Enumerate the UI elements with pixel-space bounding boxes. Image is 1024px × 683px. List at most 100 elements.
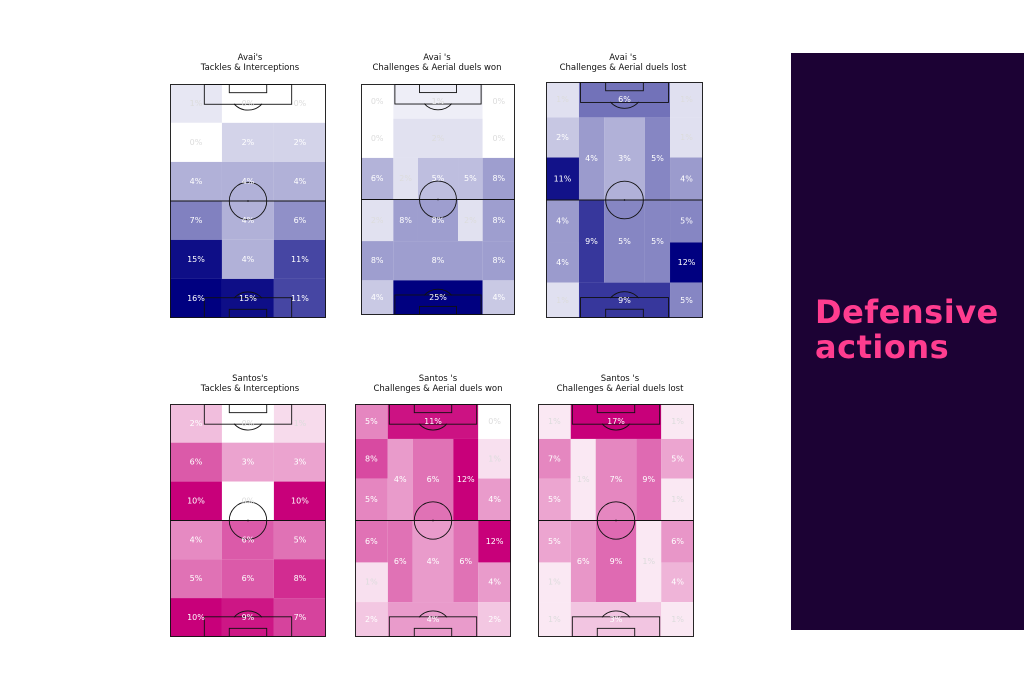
zone-label: 4% [242, 216, 255, 225]
zone-label: 15% [187, 255, 205, 264]
heatmap-zone [538, 438, 571, 479]
bottom-six-yard-box [605, 308, 644, 318]
heatmap-zone [570, 404, 662, 439]
zone-label: 5% [464, 174, 477, 183]
heatmap-zone [170, 278, 222, 318]
bottom-penalty-arc [610, 291, 639, 299]
zone-label: 6% [394, 557, 407, 566]
top-penalty-arc [610, 101, 639, 109]
heatmap-zones [538, 404, 694, 637]
zone-label: 10% [187, 497, 205, 506]
heatmap-zone [595, 438, 637, 521]
bottom-six-yard-box [413, 627, 453, 637]
pitch-heatmap: 1% 0% 0% 0% 2% 2% 4% 4% 4% 7% 4% 6% 15% 4% 11% 16% 15% 11… [170, 84, 326, 318]
heatmap-zone [361, 199, 394, 242]
heatmap-zone [412, 438, 454, 521]
heatmap-zone [546, 157, 579, 200]
chart-title-line1: Avai 's [609, 53, 637, 63]
chart-title-line2: Challenges & Aerial duels lost [559, 63, 687, 73]
zone-label: 8% [492, 256, 505, 265]
zone-label: 4% [492, 293, 505, 302]
heatmap-zone [482, 241, 515, 281]
zone-label: 1% [548, 578, 561, 587]
heatmap-zone [387, 438, 413, 521]
heatmap-zone [636, 520, 662, 603]
zone-label: 12% [486, 537, 504, 546]
zone-label: 0% [371, 134, 384, 143]
heatmap-zone [546, 282, 579, 318]
chart-title: Avai 's Challenges & Aerial duels won [322, 53, 552, 73]
heatmap-zone [393, 241, 483, 281]
zone-label: 0% [242, 99, 255, 108]
heatmap-zone [644, 117, 671, 200]
zone-label: 1% [190, 99, 203, 108]
heatmap-zone [538, 520, 571, 563]
zone-label: 2% [399, 174, 412, 183]
heatmap-zone [221, 404, 274, 443]
bottom-penalty-arc [233, 291, 263, 299]
zone-label: 4% [242, 177, 255, 186]
bottom-penalty-arc [418, 610, 448, 618]
zone-label: 5% [548, 495, 561, 504]
zone-label: 4% [394, 475, 407, 484]
chart-title-line2: Tackles & Interceptions [200, 63, 300, 73]
heatmap-zone [361, 118, 394, 158]
heatmap-zone [393, 199, 418, 242]
zone-label: 1% [365, 578, 378, 587]
zone-label: 15% [239, 294, 257, 303]
heatmap-zone [546, 200, 579, 243]
heatmap-zone [412, 520, 454, 603]
heatmap-zone [478, 520, 511, 563]
zone-label: 6% [294, 216, 307, 225]
zone-label: 5% [651, 237, 664, 246]
chart-title-line1: Santos's [232, 374, 268, 384]
heatmap-zone [482, 118, 515, 158]
zone-label: 1% [680, 133, 693, 142]
zone-label: 11% [554, 174, 572, 183]
center-spot [623, 199, 626, 201]
zone-label: 1% [432, 97, 445, 106]
heatmap-zone [578, 117, 605, 200]
zone-label: 8% [294, 574, 307, 583]
zone-label: 1% [556, 296, 569, 305]
heatmap-zone [661, 520, 694, 563]
heatmap-zone [170, 239, 222, 279]
center-spot [247, 519, 249, 522]
zone-label: 0% [242, 497, 255, 506]
zone-label: 17% [607, 417, 625, 426]
heatmap-zone [273, 278, 326, 318]
zone-label: 1% [488, 454, 501, 463]
heatmap-zone [355, 438, 388, 479]
zone-label: 6% [618, 95, 631, 104]
heatmap-zone [670, 82, 703, 118]
heatmap-zone [538, 478, 571, 521]
chart-title-line2: Challenges & Aerial duels lost [556, 384, 684, 394]
heatmap-zone [417, 199, 459, 242]
panel-title-line1: Defensive [815, 293, 999, 331]
zone-label: 1% [671, 615, 684, 624]
heatmap-zone [538, 404, 571, 439]
heatmap-zone [670, 157, 703, 200]
heatmap-zone [361, 157, 394, 200]
zone-label: 11% [291, 255, 309, 264]
chart-title: Santos's Tackles & Interceptions [135, 374, 365, 394]
heatmap-zone [538, 562, 571, 603]
heatmap-zone [393, 280, 483, 315]
zone-label: 9% [618, 296, 631, 305]
heatmap-zone [670, 282, 703, 318]
heatmap-zone [273, 598, 326, 637]
zone-label: 9% [242, 613, 255, 622]
zone-label: 3% [242, 458, 255, 467]
heatmap-zone [273, 239, 326, 279]
zone-label: 1% [577, 475, 590, 484]
heatmap-zone [570, 438, 596, 521]
heatmap-zone [393, 157, 418, 200]
zone-label: 2% [432, 134, 445, 143]
zone-label: 6% [242, 535, 255, 544]
top-penalty-arc [233, 103, 263, 111]
zone-label: 3% [618, 154, 631, 163]
heatmap-zone [478, 562, 511, 603]
heatmap-zone [170, 520, 222, 560]
zone-label: 4% [294, 177, 307, 186]
heatmap-zone [670, 117, 703, 158]
